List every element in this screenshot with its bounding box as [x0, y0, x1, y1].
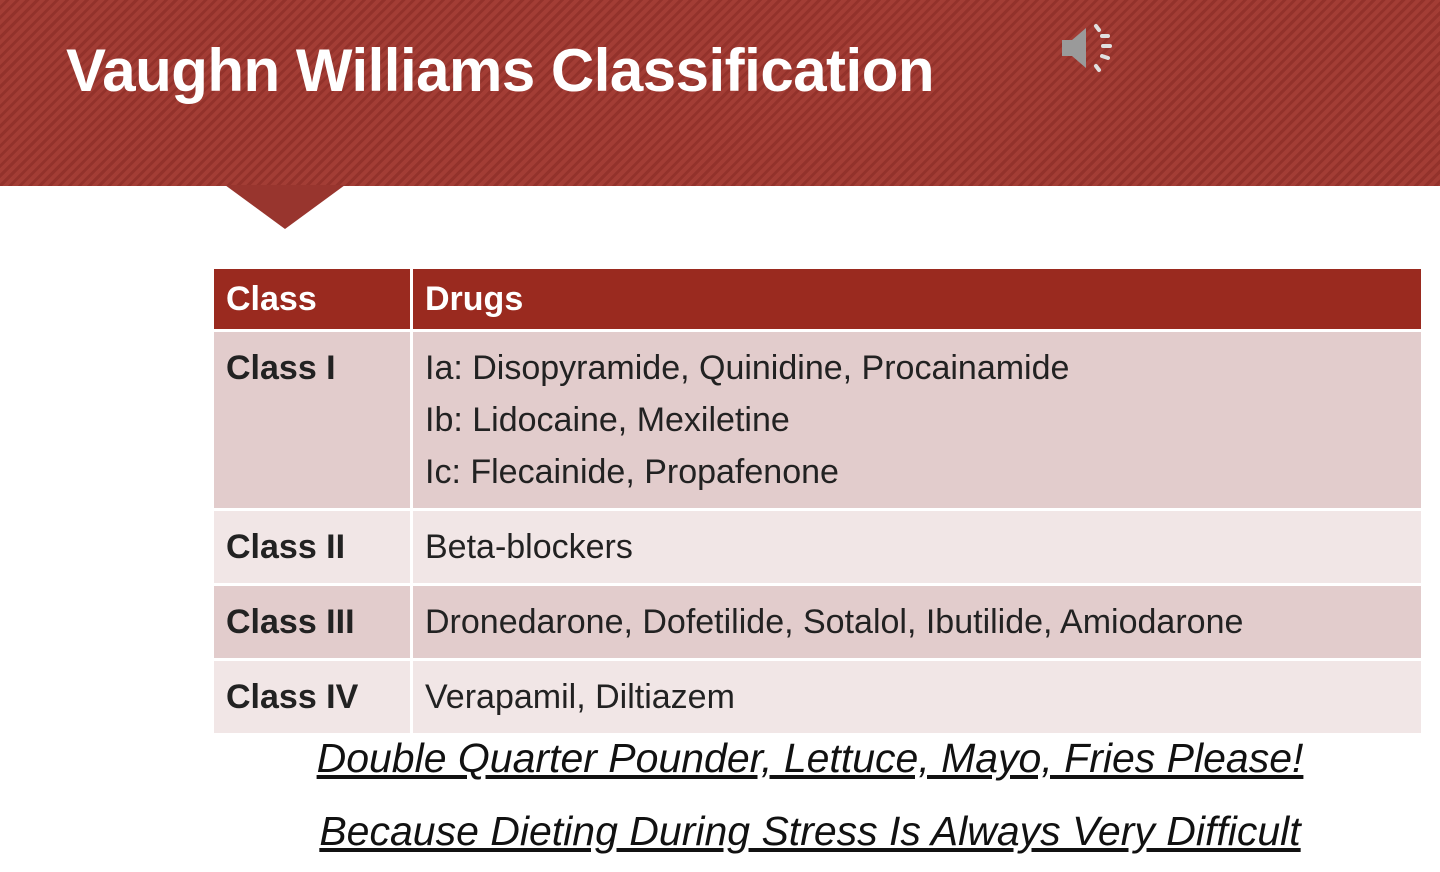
class-cell: Class IV: [214, 661, 413, 733]
slide-title: Vaughn Williams Classification: [66, 37, 935, 104]
mnemonic-line-1: Double Quarter Pounder, Lettuce, Mayo, F…: [316, 735, 1304, 781]
mnemonic-line-2: Because Dieting During Stress Is Always …: [319, 808, 1301, 854]
drugs-cell: Ia: Disopyramide, Quinidine, Procainamid…: [413, 332, 1421, 508]
table-row: Class IV Verapamil, Diltiazem: [214, 661, 1421, 733]
table-row: Class I Ia: Disopyramide, Quinidine, Pro…: [214, 332, 1421, 508]
title-banner: [0, 0, 1440, 186]
classification-table: Class Drugs Class I Ia: Disopyramide, Qu…: [214, 266, 1421, 736]
drugs-cell: Dronedarone, Dofetilide, Sotalol, Ibutil…: [413, 586, 1421, 658]
drugs-cell: Beta-blockers: [413, 511, 1421, 583]
drug-line: Ic: Flecainide, Propafenone: [425, 453, 839, 491]
drug-line: Ia: Disopyramide, Quinidine, Procainamid…: [425, 349, 1070, 387]
table-row: Class III Dronedarone, Dofetilide, Sotal…: [214, 586, 1421, 658]
class-cell: Class II: [214, 511, 413, 583]
class-cell: Class III: [214, 586, 413, 658]
table-header-row: Class Drugs: [214, 269, 1421, 329]
table-row: Class II Beta-blockers: [214, 511, 1421, 583]
banner-pointer: [225, 185, 345, 229]
header-drugs: Drugs: [413, 269, 1421, 329]
header-class: Class: [214, 269, 413, 329]
class-cell: Class I: [214, 332, 413, 508]
drug-line: Ib: Lidocaine, Mexiletine: [425, 401, 790, 439]
drugs-cell: Verapamil, Diltiazem: [413, 661, 1421, 733]
speaker-icon[interactable]: [1058, 20, 1118, 76]
